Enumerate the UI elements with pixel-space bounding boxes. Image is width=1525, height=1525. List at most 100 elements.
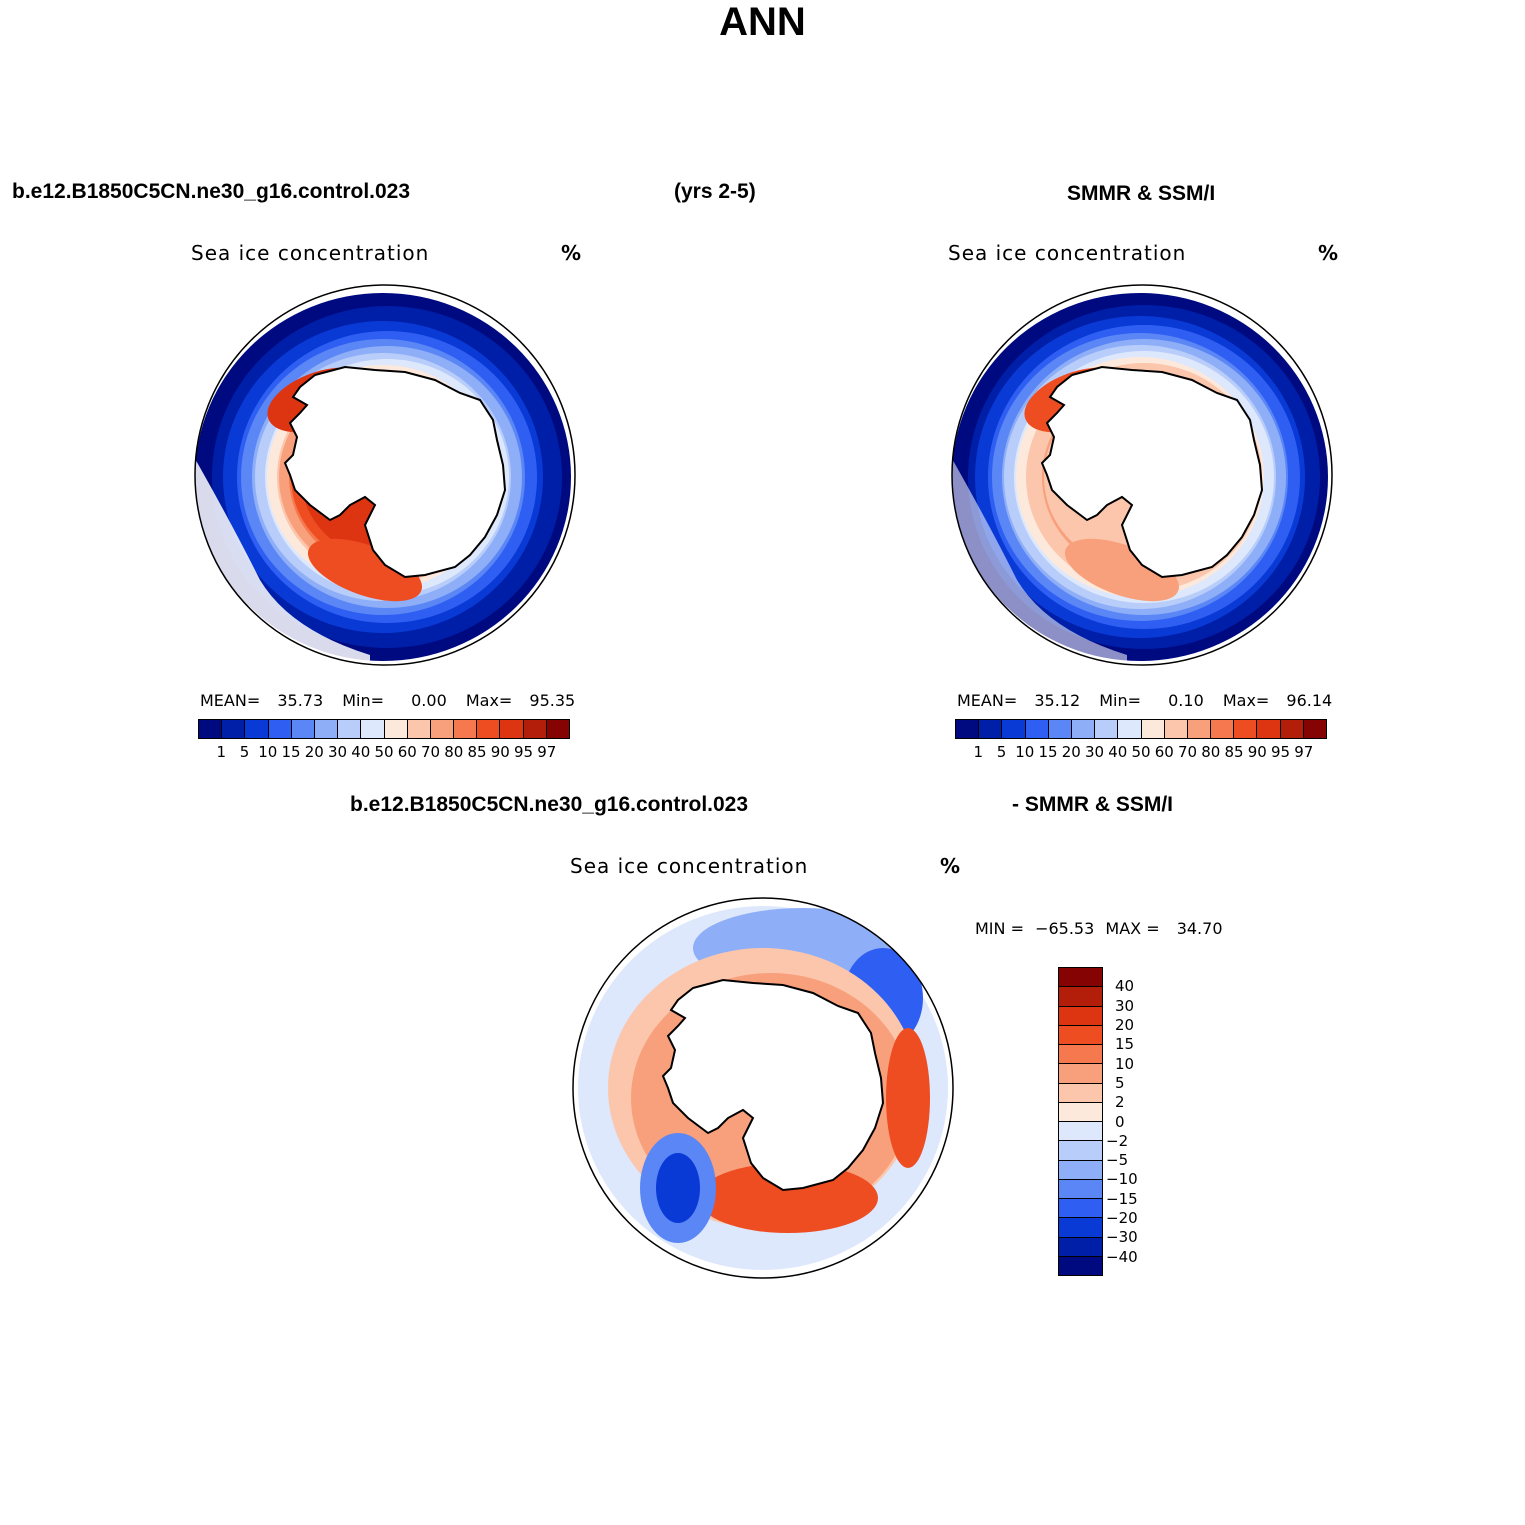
colorbar-tick-label: 40 [1115,977,1135,996]
colorbar-tick-label: 85 [467,743,487,761]
colorbar-swatch [1059,1179,1102,1199]
colorbar-swatch [1059,1256,1102,1275]
colorbar-tick-label: 80 [444,743,464,761]
colorbar-swatch [546,720,569,738]
colorbar-swatch [1059,1102,1102,1122]
ross-sea-ice [1064,538,1180,602]
top-right-header: SMMR & SSM/I [1067,182,1216,205]
colorbar-tick-label: 60 [397,743,417,761]
panel1-min-value: 0.00 [411,691,447,710]
colorbar-tick-label: 5 [1115,1073,1125,1092]
panel1-stats: MEAN= 35.73 Min= 0.00 Max= 95.35 [200,691,575,710]
panel1-max-label: Max= [465,691,513,710]
panel3-max-value: 34.70 [1176,919,1223,938]
colorbar-swatch [1211,720,1235,738]
colorbar-tick-label: 1 [973,743,984,761]
colorbar-tick-label: 50 [374,743,394,761]
colorbar-swatch [245,720,269,738]
colorbar-tick-label: 10 [258,743,278,761]
colorbar-swatch [430,720,455,738]
colorbar-swatch [477,720,501,738]
colorbar-tick-label: −30 [1106,1228,1138,1247]
colorbar-swatch [1280,720,1304,738]
colorbar-tick-label: 97 [537,743,557,761]
colorbar-tick-label: 30 [327,743,348,761]
colorbar-tick-label: 20 [1115,1015,1135,1034]
map-boundary [951,284,1333,666]
panel3-units: % [940,854,961,878]
colorbar-swatch [1118,720,1142,738]
colorbar-swatch [523,720,547,738]
map-boundary [572,897,954,1279]
panel2-mean-label: MEAN= [957,691,1018,710]
colorbar-tick-label: 10 [1015,743,1035,761]
colorbar-swatch [1025,720,1049,738]
antarctica-outline [661,978,885,1192]
colorbar-swatch [1095,720,1119,738]
colorbar-tick-label: 90 [1247,743,1267,761]
panel1-min-label: Min= [342,691,385,710]
colorbar-swatch [1059,968,1102,988]
colorbar-swatch [956,720,980,738]
colorbar-swatch [199,720,223,738]
colorbar-swatch [1234,720,1258,738]
colorbar-tick-label: 15 [281,743,301,761]
panel2-max-label: Max= [1222,691,1270,710]
colorbar-tick-label: 15 [1115,1035,1135,1054]
colorbar-swatch [1059,1141,1102,1161]
colorbar-tick-label: 40 [351,743,371,761]
colorbar-swatch [361,720,385,738]
colorbar-swatch [1059,1160,1102,1180]
colorbar-tick-label: 85 [1224,743,1244,761]
colorbar-tick-label: 70 [420,743,441,761]
colorbar-swatch [222,720,246,738]
colorbar-swatch [1059,1045,1102,1065]
colorbar-swatch [1059,1218,1102,1238]
top-left-header: b.e12.B1850C5CN.ne30_g16.control.023 [12,180,411,203]
panel1-colorbar [198,719,570,739]
colorbar-swatch [1059,1064,1102,1084]
panel1-mean-value: 35.73 [277,691,324,710]
colorbar-swatch [1059,1025,1102,1045]
map-boundary [194,284,576,666]
colorbar-tick-label: 97 [1294,743,1314,761]
colorbar-tick-label: 20 [1061,743,1081,761]
panel3-colorbar [1058,967,1103,1276]
panel2-min-label: Min= [1099,691,1142,710]
colorbar-swatch [1141,720,1165,738]
panel3-variable-title: Sea ice concentration [570,854,809,878]
panel2-min-value: 0.10 [1168,691,1204,710]
colorbar-swatch [384,720,408,738]
colorbar-tick-label: 95 [1270,743,1291,761]
colorbar-tick-label: 30 [1115,996,1135,1015]
colorbar-swatch [1303,720,1326,738]
colorbar-swatch [1257,720,1281,738]
colorbar-tick-label: 5 [239,743,250,761]
colorbar-tick-label: 80 [1201,743,1221,761]
panel1-mean-label: MEAN= [200,691,261,710]
panel2-variable-title: Sea ice concentration [948,241,1187,265]
colorbar-swatch [1059,987,1102,1007]
diff-positive-region [886,1028,930,1168]
panel2-stats: MEAN= 35.12 Min= 0.10 Max= 96.14 [957,691,1332,710]
colorbar-tick-label: 5 [996,743,1007,761]
colorbar-swatch [454,720,478,738]
colorbar-swatch [407,720,431,738]
colorbar-swatch [1059,1237,1102,1257]
colorbar-tick-label: −10 [1106,1170,1138,1189]
colorbar-tick-label: −20 [1106,1209,1138,1228]
panel2-mean-value: 35.12 [1034,691,1081,710]
diff-negative-region [656,1153,700,1223]
panel2-colorbar [955,719,1327,739]
figure-title: ANN [719,0,806,44]
colorbar-tick-label: 50 [1131,743,1151,761]
colorbar-swatch [291,720,315,738]
colorbar-tick-label: 60 [1154,743,1174,761]
colorbar-tick-label: 10 [1115,1054,1135,1073]
colorbar-tick-label: 20 [304,743,324,761]
colorbar-tick-label: 1 [216,743,227,761]
colorbar-swatch [1187,720,1212,738]
antarctica-outline [283,365,507,579]
colorbar-swatch [1048,720,1072,738]
colorbar-swatch [1059,1006,1102,1026]
